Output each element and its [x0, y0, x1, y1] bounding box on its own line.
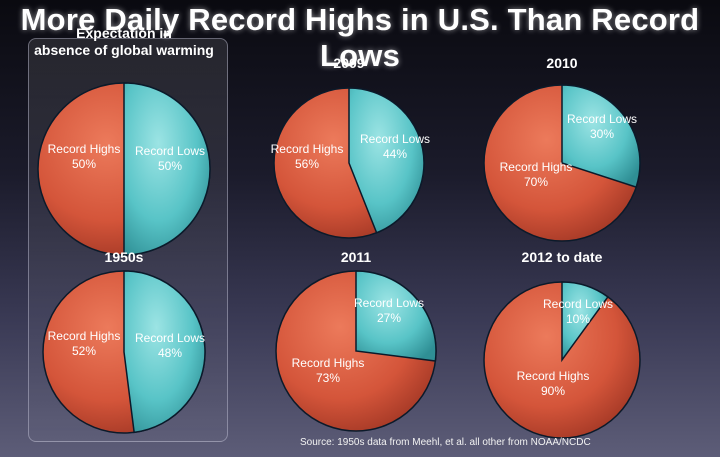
label-record-highs: Record Highs 56% [271, 142, 344, 171]
label-record-highs: Record Highs 50% [48, 142, 121, 171]
label-record-lows: Record Lows 44% [360, 132, 430, 161]
pie-chart-2: 2009 Record Highs 56% Record Lows 44% [271, 55, 430, 239]
pie-title: 2012 to date [522, 249, 603, 265]
label-record-lows: Record Lows 50% [135, 144, 205, 173]
slice-record-lows [123, 82, 211, 256]
label-record-lows: Record Lows 48% [135, 331, 205, 360]
label-record-highs: Record Highs 90% [517, 369, 590, 398]
label-record-lows: Record Lows 30% [567, 112, 637, 141]
source-note: Source: 1950s data from Meehl, et al. al… [300, 437, 591, 448]
pie-chart-3: 2010 Record Highs 70% Record Lows 30% [483, 55, 641, 242]
slice-record-lows [561, 281, 609, 363]
pie-chart-1: Expectation in absence of global warming R… [34, 25, 214, 256]
label-record-highs: Record Highs 70% [500, 160, 573, 189]
pie-chart-5: 2011 Record Highs 73% Record Lows 27% [275, 249, 437, 432]
slice-record-lows [348, 87, 425, 234]
slice-record-lows [355, 270, 437, 362]
label-record-highs: Record Highs 73% [292, 356, 365, 385]
pie-chart-6: 2012 to date Record Highs 90% Record Lows 10… [483, 249, 641, 439]
slice-record-lows [561, 84, 641, 189]
label-record-lows: Record Lows 10% [543, 297, 613, 326]
pie-title: 2010 [546, 55, 577, 71]
pie-title: Expectation in absence of global warming [34, 25, 214, 58]
slice-record-lows [123, 270, 206, 434]
label-record-lows: Record Lows 27% [354, 296, 424, 325]
page-title: More Daily Record Highs in U.S. Than Rec… [20, 2, 700, 73]
label-record-highs: Record Highs 52% [48, 329, 121, 358]
pie-chart-4: 1950s Record Highs 52% Record Lows 48% [42, 249, 206, 434]
pie-title: 1950s [105, 249, 144, 265]
pie-title: 2011 [341, 249, 372, 265]
pie-title: 2009 [333, 55, 364, 71]
